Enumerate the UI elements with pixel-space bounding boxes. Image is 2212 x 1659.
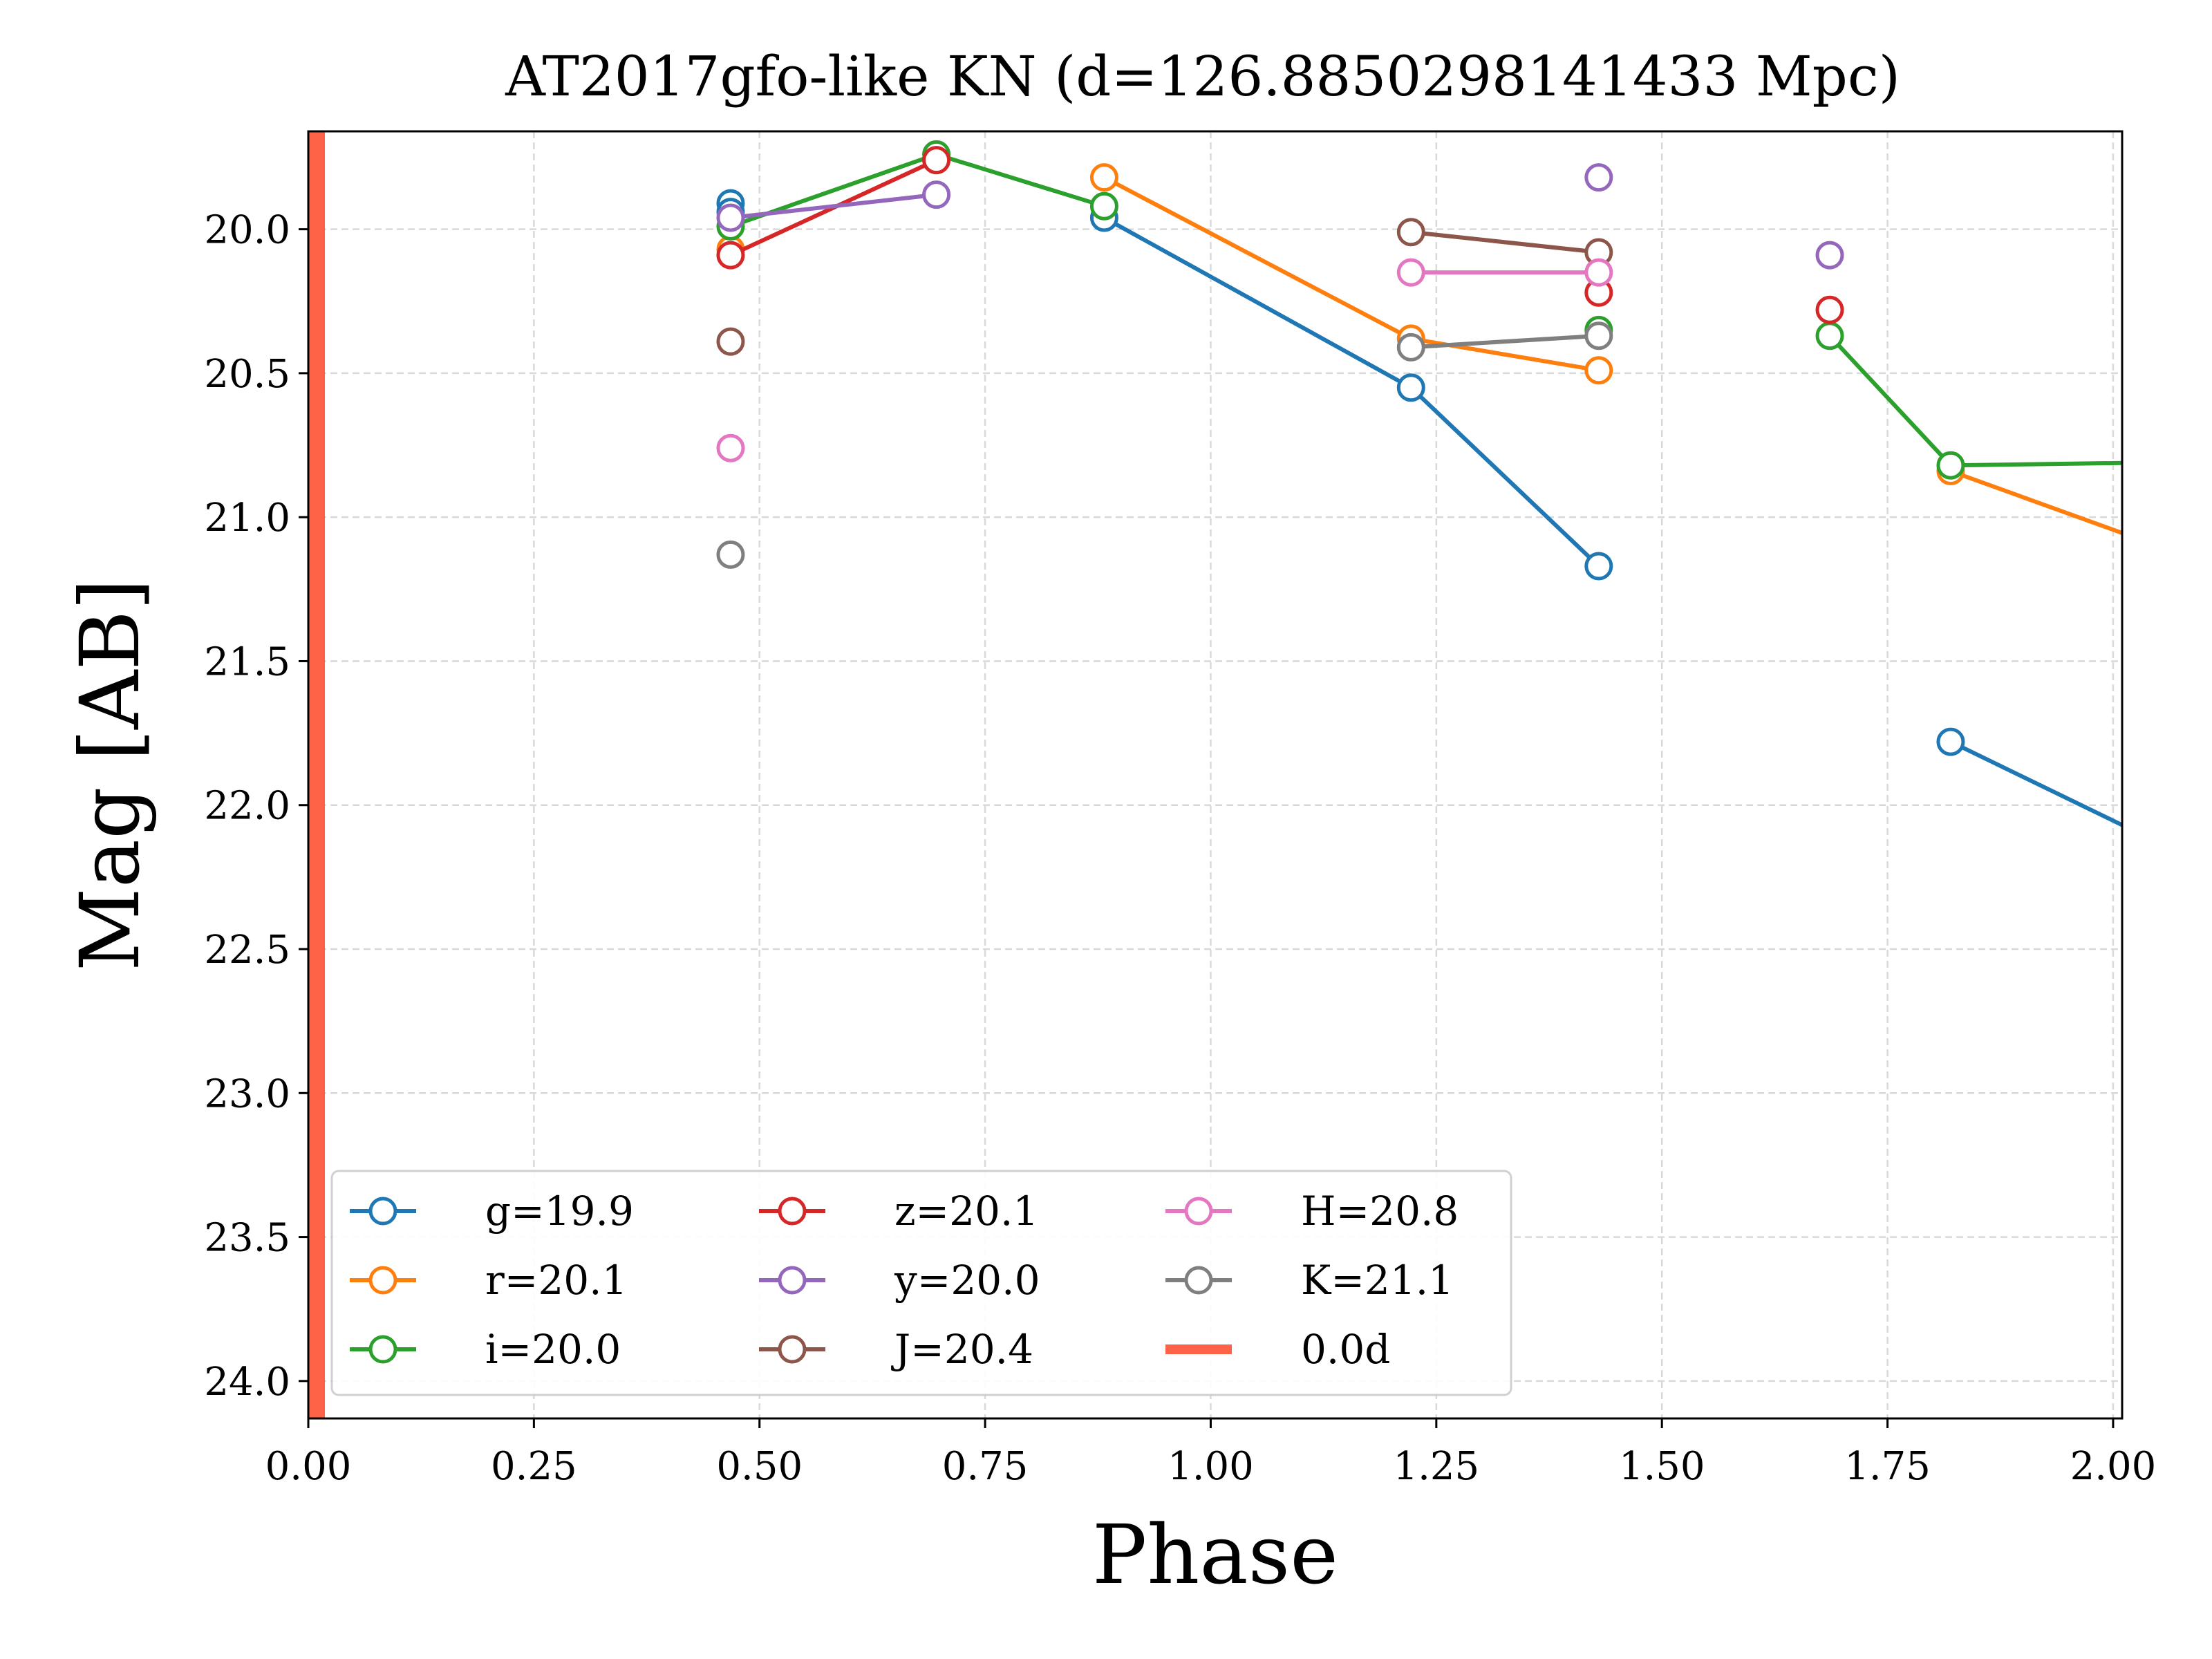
x-tick-label: 1.25 xyxy=(1393,1444,1479,1489)
y-tick-label: 23.5 xyxy=(204,1216,290,1261)
series-K xyxy=(716,321,1613,569)
y-tick-label: 24.0 xyxy=(204,1360,290,1405)
series-line xyxy=(730,192,937,220)
data-point xyxy=(2146,534,2171,559)
data-point xyxy=(1936,451,1965,480)
series-y xyxy=(716,163,1844,270)
series-line xyxy=(1103,216,1600,568)
series-line xyxy=(1411,333,1600,350)
data-point xyxy=(1396,218,1425,247)
data-point xyxy=(1396,373,1425,402)
x-tick-label: 0.50 xyxy=(716,1444,803,1489)
y-tick-label: 21.0 xyxy=(204,496,290,541)
legend-swatch-marker xyxy=(778,1197,807,1226)
y-tick-label: 21.5 xyxy=(204,639,290,684)
data-point xyxy=(716,540,745,569)
legend: g=19.9 r=20.1 i=20.0 z=20.1 y=20.0 J=20.4 H=20… xyxy=(330,1170,1512,1396)
data-point xyxy=(1089,191,1118,221)
data-point xyxy=(2146,830,2171,855)
data-point xyxy=(1815,241,1844,270)
legend-item: K=21.1 xyxy=(1165,1257,1454,1304)
series-line xyxy=(729,152,1105,229)
data-point xyxy=(1584,552,1613,581)
series-J xyxy=(716,218,1613,356)
legend-swatch-marker xyxy=(368,1266,397,1295)
data-point xyxy=(716,241,745,270)
legend-item: r=20.1 xyxy=(350,1257,627,1304)
legend-item: J=20.4 xyxy=(759,1326,1033,1373)
legend-item: i=20.0 xyxy=(350,1326,621,1373)
data-point xyxy=(1584,258,1613,287)
legend-item: H=20.8 xyxy=(1165,1188,1459,1235)
x-tick-label: 1.00 xyxy=(1168,1444,1254,1489)
data-point xyxy=(716,327,745,356)
x-tick-label: 1.75 xyxy=(1844,1444,1931,1489)
x-tick-label: 0.75 xyxy=(942,1444,1029,1489)
y-tick-label: 22.0 xyxy=(204,784,290,829)
x-axis-ticks: 0.00 0.25 0.50 0.75 1.00 1.25 1.50 1.75 2.00 xyxy=(265,1418,2157,1489)
legend-label: J=20.4 xyxy=(891,1326,1033,1373)
data-point xyxy=(1584,356,1613,385)
data-point xyxy=(1936,727,1965,756)
legend-label: y=20.0 xyxy=(894,1257,1040,1304)
plot-frame xyxy=(307,130,2124,1420)
data-point xyxy=(922,180,951,209)
series-line xyxy=(1949,469,2122,536)
series-line xyxy=(1828,334,2122,468)
legend-label: K=21.1 xyxy=(1301,1257,1454,1304)
legend-box xyxy=(330,1170,1512,1396)
legend-swatch-marker xyxy=(368,1197,397,1226)
legend-swatch-marker xyxy=(1184,1197,1213,1226)
data-point xyxy=(1584,163,1613,192)
data-point xyxy=(716,203,745,232)
legend-label: g=19.9 xyxy=(485,1188,634,1235)
legend-swatch-marker xyxy=(778,1266,807,1295)
data-point xyxy=(1815,321,1844,350)
y-tick-label: 22.5 xyxy=(204,928,290,973)
legend-swatch-marker xyxy=(778,1335,807,1364)
y-axis-ticks: 20.0 20.5 21.0 21.5 22.0 22.5 23.0 23.5 24.0 xyxy=(204,208,308,1405)
x-tick-label: 2.00 xyxy=(2070,1444,2157,1489)
series-g xyxy=(716,189,2171,855)
legend-item: y=20.0 xyxy=(759,1257,1040,1304)
legend-item: z=20.1 xyxy=(759,1188,1038,1235)
legend-item: g=19.9 xyxy=(350,1188,634,1235)
series-r xyxy=(716,163,2171,559)
legend-label: H=20.8 xyxy=(1301,1188,1459,1235)
legend-item: 0.0d xyxy=(1165,1326,1390,1373)
legend-label: 0.0d xyxy=(1301,1326,1390,1373)
data-point xyxy=(716,433,745,462)
data-point xyxy=(1396,332,1425,362)
data-point xyxy=(1396,258,1425,287)
data-point xyxy=(922,146,951,175)
series-line xyxy=(1410,229,1600,254)
series-H xyxy=(716,258,1613,462)
plot-area xyxy=(308,131,2171,1418)
data-point xyxy=(1089,163,1118,192)
legend-label: r=20.1 xyxy=(485,1257,627,1304)
data-point xyxy=(1584,321,1613,350)
y-axis-label: Mag [AB] xyxy=(62,579,158,971)
legend-swatch-marker xyxy=(1184,1266,1213,1295)
legend-swatch-marker xyxy=(368,1335,397,1364)
y-tick-label: 20.0 xyxy=(204,208,290,253)
data-point xyxy=(2146,450,2171,475)
series-line xyxy=(1949,740,2122,827)
legend-label: i=20.0 xyxy=(485,1326,621,1373)
x-tick-label: 0.25 xyxy=(491,1444,577,1489)
x-axis-label: Phase xyxy=(1092,1507,1338,1602)
x-tick-label: 0.00 xyxy=(265,1444,352,1489)
x-tick-label: 1.50 xyxy=(1619,1444,1705,1489)
legend-label: z=20.1 xyxy=(894,1188,1038,1235)
y-tick-label: 23.0 xyxy=(204,1071,290,1116)
y-tick-label: 20.5 xyxy=(204,352,290,397)
chart-title: AT2017gfo-like KN (d=126.8850298141433 M… xyxy=(505,44,1900,109)
data-point xyxy=(1815,295,1844,324)
